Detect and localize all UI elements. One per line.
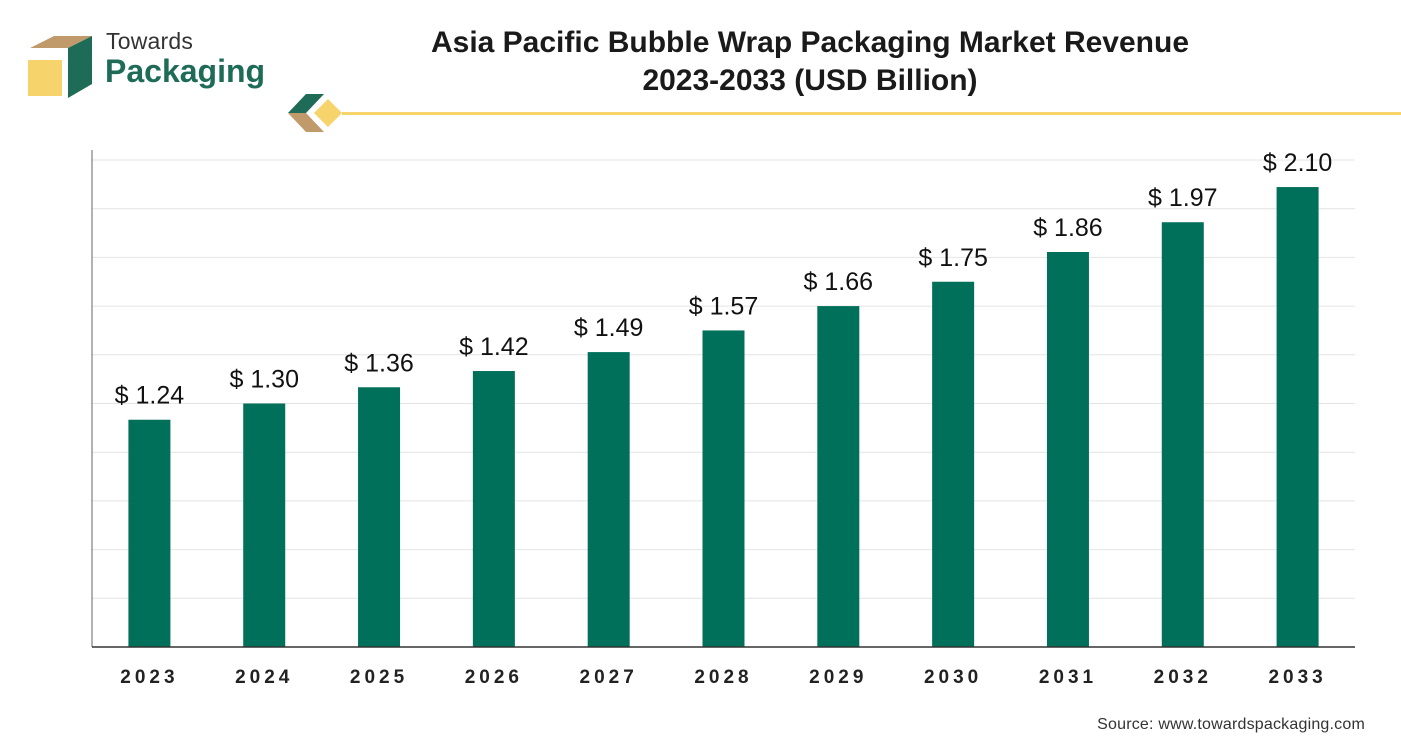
x-tick-label-2030: 2030 <box>924 667 982 688</box>
bar-2023 <box>128 419 171 647</box>
bar-2027 <box>587 352 630 647</box>
source-note: Source: www.towardspackaging.com <box>1097 716 1365 733</box>
bar-2029 <box>817 306 860 647</box>
x-tick-label-2031: 2031 <box>1039 667 1097 688</box>
x-tick-label-2027: 2027 <box>580 667 638 688</box>
brand-name-line2: Packaging <box>105 53 266 89</box>
brand-logo: Towards Packaging <box>26 26 286 106</box>
bar-2026 <box>472 371 515 647</box>
x-tick-label-2025: 2025 <box>350 667 408 688</box>
x-tick-label-2026: 2026 <box>465 667 523 688</box>
data-label-2025: $ 1.36 <box>344 349 414 377</box>
data-label-2024: $ 1.30 <box>229 366 299 394</box>
bar-2032 <box>1161 222 1204 647</box>
x-tick-label-2032: 2032 <box>1154 667 1212 688</box>
bar-2033 <box>1276 187 1319 648</box>
data-label-2027: $ 1.49 <box>574 314 644 342</box>
box-logo-icon <box>28 36 92 98</box>
data-label-2026: $ 1.42 <box>459 333 529 361</box>
data-label-2032: $ 1.97 <box>1148 184 1218 212</box>
data-label-2028: $ 1.57 <box>689 292 759 320</box>
brand-name-line1: Towards <box>106 28 194 54</box>
chart-title-line2: 2023-2033 (USD Billion) <box>642 64 978 97</box>
x-tick-label-2028: 2028 <box>694 667 752 688</box>
bar-2025 <box>358 387 401 647</box>
data-label-2029: $ 1.66 <box>804 268 874 296</box>
data-label-2033: $ 2.10 <box>1263 149 1333 177</box>
data-label-2030: $ 1.75 <box>918 244 988 272</box>
bar-2031 <box>1046 251 1089 647</box>
x-tick-label-2024: 2024 <box>235 667 293 688</box>
chart-title: Asia Pacific Bubble Wrap Packaging Marke… <box>360 24 1260 100</box>
bar-2024 <box>243 403 286 647</box>
bar-2030 <box>932 281 975 647</box>
bar-2028 <box>702 330 745 647</box>
x-tick-label-2029: 2029 <box>809 667 867 688</box>
title-underline-decoration <box>288 94 1401 132</box>
data-label-2031: $ 1.86 <box>1033 214 1103 242</box>
bar-chart: $ 1.24 2023 $ 1.30 2024 $ 1.36 2025 $ 1.42 2026… <box>91 149 1355 688</box>
chart-title-line1: Asia Pacific Bubble Wrap Packaging Marke… <box>430 26 1190 59</box>
x-tick-label-2033: 2033 <box>1268 667 1326 688</box>
bars: $ 1.24 2023 $ 1.30 2024 $ 1.36 2025 $ 1.42 2026… <box>115 149 1333 688</box>
x-tick-label-2023: 2023 <box>120 667 178 688</box>
data-label-2023: $ 1.24 <box>115 382 185 410</box>
